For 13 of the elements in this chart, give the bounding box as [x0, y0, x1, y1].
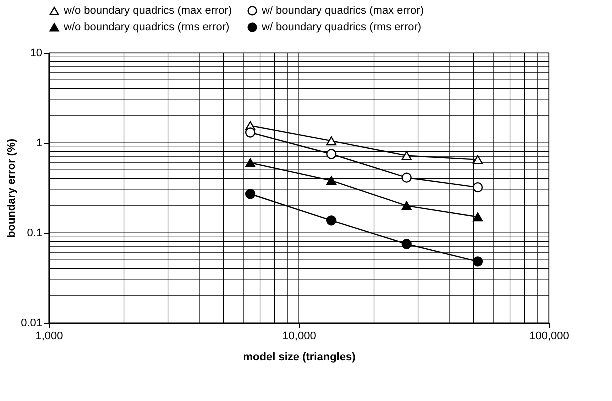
- y-axis-title: boundary error (%): [6, 138, 18, 238]
- legend-label: w/ boundary quadrics (rms error): [261, 22, 422, 34]
- y-tick-label: 0.01: [21, 318, 42, 330]
- legend-label: w/o boundary quadrics (max error): [63, 5, 232, 18]
- x-tick-label: 100,000: [530, 330, 570, 342]
- y-tick-label: 0.1: [27, 228, 42, 240]
- legend-label: w/o boundary quadrics (rms error): [63, 22, 230, 34]
- y-tick-label: 10: [30, 48, 42, 60]
- legend-label: w/ boundary quadrics (max error): [261, 4, 424, 17]
- x-tick-label: 10,000: [282, 330, 316, 342]
- x-axis-title: model size (triangles): [243, 352, 356, 364]
- y-tick-label: 1: [36, 138, 42, 150]
- x-tick-label: 1,000: [36, 330, 64, 342]
